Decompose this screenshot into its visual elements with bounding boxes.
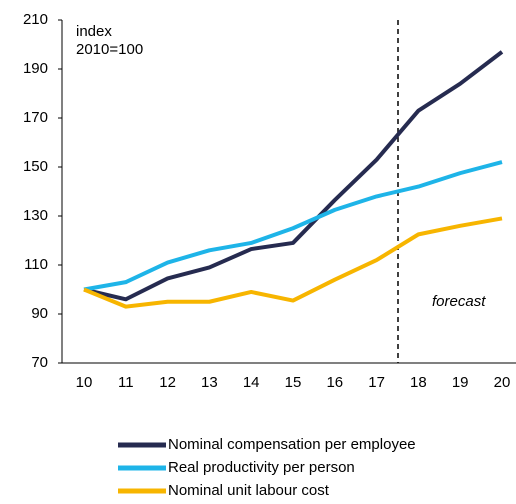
x-tick-label: 12 [159,374,176,391]
y-tick-label: 170 [23,109,48,126]
annotation: index [76,23,112,40]
x-tick-label: 16 [326,374,343,391]
annotation: forecast [432,293,486,310]
y-tick-label: 150 [23,158,48,175]
y-tick-label: 130 [23,207,48,224]
legend-label: Real productivity per person [168,459,355,476]
series-line [83,50,504,302]
series-line [83,216,503,309]
x-tick-label: 19 [452,374,469,391]
x-tick-label: 14 [243,374,260,391]
x-tick-label: 10 [76,374,93,391]
annotation: 2010=100 [76,41,143,58]
series-line [83,160,503,292]
x-tick-label: 15 [285,374,302,391]
x-tick-label: 11 [118,374,134,391]
y-tick-label: 210 [23,11,48,28]
x-tick-label: 20 [494,374,511,391]
y-tick-label: 190 [23,60,48,77]
legend-label: Nominal unit labour cost [168,482,330,499]
legend-label: Nominal compensation per employee [168,436,416,453]
y-tick-label: 110 [24,256,48,273]
x-tick-label: 18 [410,374,427,391]
y-tick-label: 90 [31,305,48,322]
x-tick-label: 17 [368,374,385,391]
x-tick-label: 13 [201,374,218,391]
y-tick-label: 70 [31,354,48,371]
